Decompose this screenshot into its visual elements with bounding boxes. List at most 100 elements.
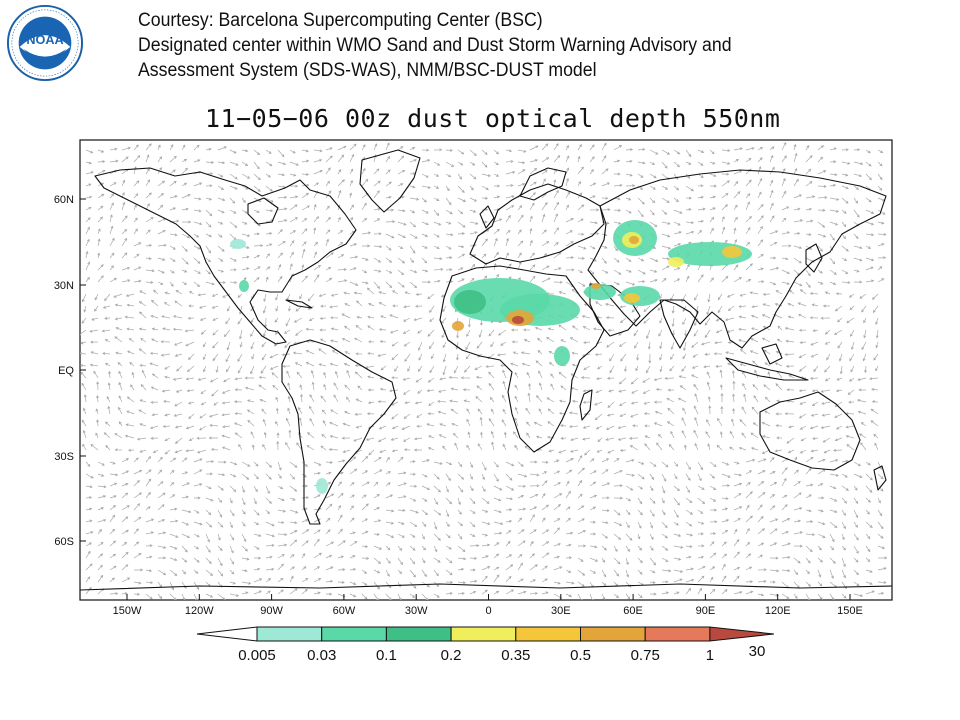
wind-arrow	[97, 473, 105, 477]
wind-arrow	[277, 543, 288, 547]
wind-arrow	[620, 353, 627, 362]
wind-arrow	[145, 179, 151, 187]
wind-arrow	[871, 400, 879, 404]
wind-arrow	[571, 363, 579, 367]
wind-arrow	[263, 293, 267, 303]
wind-arrow	[205, 569, 214, 576]
wind-arrow	[721, 484, 731, 488]
wind-arrow	[649, 269, 658, 273]
wind-arrow	[857, 377, 867, 381]
wind-arrow	[253, 545, 260, 550]
wind-arrow	[476, 385, 483, 391]
wind-arrow	[97, 252, 101, 259]
wind-arrow	[535, 435, 543, 439]
wind-arrow	[83, 394, 87, 403]
wind-arrow	[289, 509, 299, 514]
wind-arrow	[457, 278, 465, 283]
wind-arrow	[385, 169, 391, 175]
wind-arrow	[849, 377, 855, 382]
wind-arrow	[298, 406, 303, 415]
wind-arrow	[445, 279, 454, 283]
wind-arrow	[693, 429, 699, 439]
wind-arrow	[397, 146, 404, 151]
wind-arrow	[873, 433, 879, 439]
wind-arrow	[445, 509, 450, 518]
wind-arrow	[661, 265, 670, 271]
wind-arrow	[337, 540, 346, 547]
wind-arrow	[181, 144, 186, 151]
wind-arrow	[505, 473, 513, 481]
wind-arrow	[633, 329, 639, 337]
wind-arrow	[757, 481, 765, 487]
wind-arrow	[397, 245, 404, 249]
wind-arrow	[301, 264, 305, 271]
wind-arrow	[157, 519, 166, 523]
wind-arrow	[601, 458, 610, 463]
wind-arrow	[378, 425, 387, 430]
wind-arrow	[188, 437, 195, 441]
wind-arrow	[541, 578, 548, 583]
wind-arrow	[277, 264, 282, 271]
wind-arrow	[139, 363, 147, 367]
wind-arrow	[90, 351, 99, 355]
wind-arrow	[85, 519, 93, 523]
wind-arrow	[437, 410, 447, 415]
madagascar-outline	[579, 389, 593, 421]
colorbar-swatch	[580, 626, 646, 642]
wind-arrow	[109, 514, 116, 523]
wind-arrow	[145, 518, 155, 523]
wind-arrow	[749, 350, 759, 355]
wind-arrow	[181, 521, 190, 526]
wind-arrow	[368, 340, 375, 344]
wind-arrow	[625, 545, 631, 552]
wind-arrow	[785, 364, 795, 368]
lon-tick-label: 30W	[405, 605, 428, 617]
wind-arrow	[493, 509, 502, 514]
wind-arrow	[527, 392, 531, 403]
wind-arrow	[310, 369, 315, 379]
wind-arrow	[637, 173, 644, 178]
wind-arrow	[361, 202, 367, 211]
wind-arrow	[277, 195, 288, 199]
wind-arrow	[121, 252, 128, 259]
wind-arrow	[546, 435, 555, 439]
wind-arrow	[649, 557, 657, 566]
wind-arrow	[805, 269, 811, 277]
wind-arrow	[809, 291, 819, 295]
wind-arrow	[517, 562, 523, 571]
wind-arrow	[229, 485, 237, 493]
wind-arrow	[138, 311, 147, 319]
wind-arrow	[457, 521, 464, 527]
wind-arrow	[261, 341, 267, 348]
wind-arrow	[769, 471, 776, 475]
wind-arrow	[565, 458, 574, 463]
wind-arrow	[721, 497, 729, 501]
wind-arrow	[469, 197, 478, 202]
wind-arrow	[537, 337, 543, 343]
wind-arrow	[373, 545, 383, 550]
wind-arrow	[769, 166, 775, 175]
wind-arrow	[541, 480, 548, 487]
japan-outline	[805, 243, 823, 273]
wind-arrow	[805, 581, 812, 587]
wind-arrow	[743, 393, 747, 403]
wind-arrow	[865, 473, 873, 481]
wind-arrow	[649, 545, 654, 551]
wind-arrow	[229, 581, 236, 585]
india-outline	[659, 299, 699, 349]
wind-arrow	[781, 244, 792, 248]
wind-arrow	[697, 207, 706, 211]
wind-arrow	[445, 245, 452, 250]
wind-arrow	[157, 144, 161, 151]
courtesy-line-2: Designated center within WMO Sand and Du…	[138, 35, 732, 56]
wind-arrow	[601, 245, 608, 249]
wind-arrow	[553, 527, 560, 535]
wind-arrow	[145, 257, 152, 261]
wind-arrow	[673, 545, 684, 549]
wind-arrow	[738, 305, 747, 309]
wind-arrow	[637, 461, 645, 465]
wind-arrow	[671, 317, 675, 328]
wind-arrow	[493, 228, 500, 235]
wind-arrow	[769, 518, 779, 523]
wind-arrow	[217, 509, 223, 518]
